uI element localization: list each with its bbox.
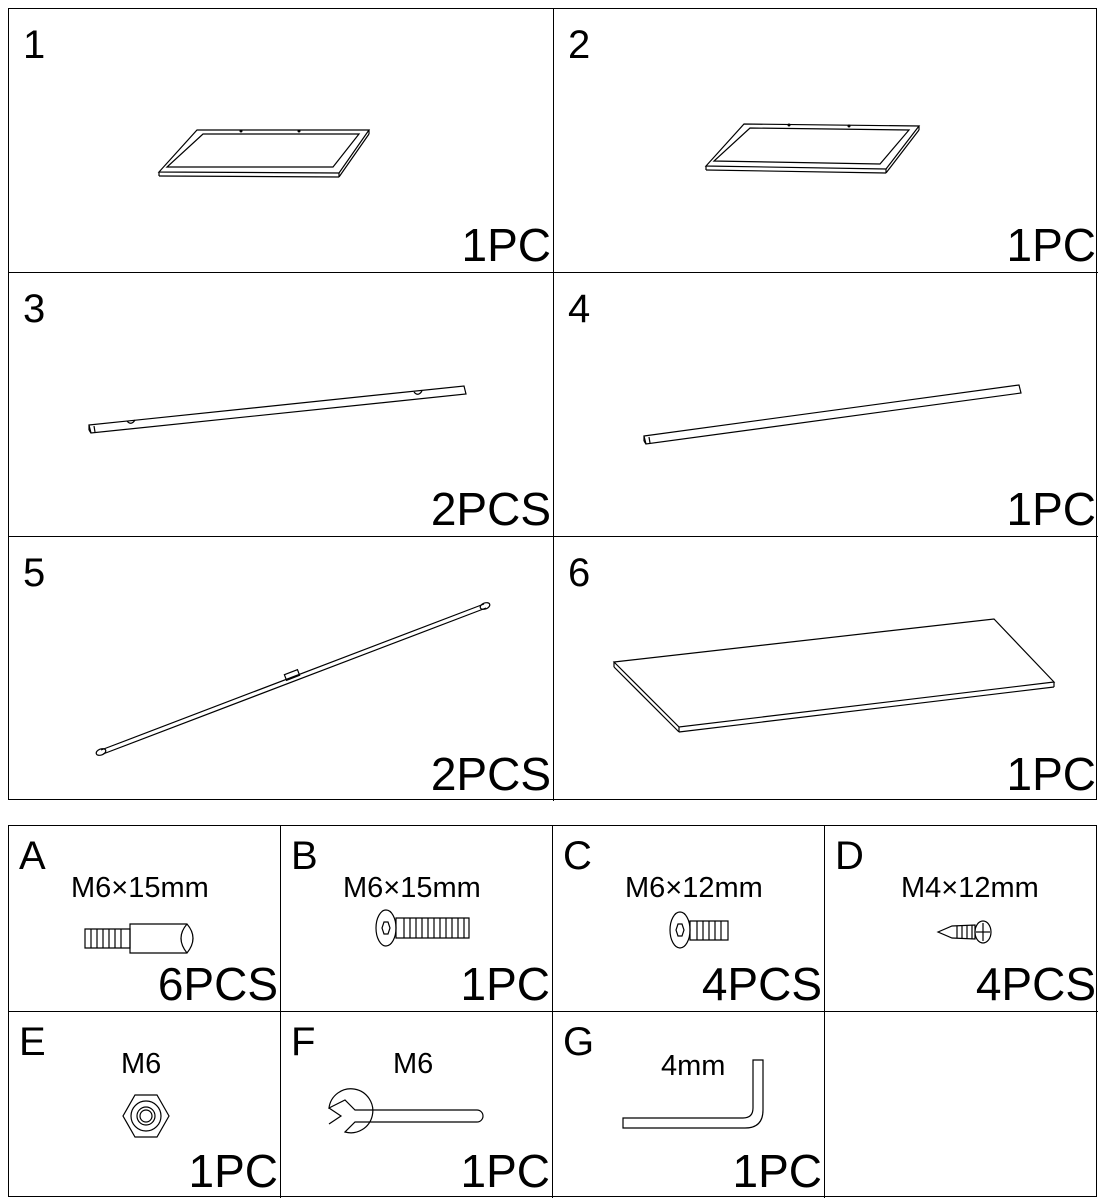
part-number: 3 <box>23 287 46 331</box>
part-6-cell: 6 1PC <box>554 537 1098 801</box>
hardware-spec: M6×15mm <box>343 872 481 904</box>
hardware-c-cell: C M6×12mm 4PCS <box>553 826 825 1012</box>
frame-icon <box>9 9 554 273</box>
nut-icon <box>9 1012 281 1198</box>
hardware-grid: A M6×15mm 6PCS B M6×15mm <box>8 825 1098 1198</box>
hardware-letter: E <box>19 1020 46 1064</box>
hardware-e-cell: E M6 1PC <box>9 1012 281 1198</box>
part-quantity: 1PC <box>1006 748 1096 800</box>
frame-icon <box>554 9 1098 273</box>
hardware-a-cell: A M6×15mm 6PCS <box>9 826 281 1012</box>
hardware-quantity: 4PCS <box>701 958 822 1010</box>
hex-bolt-icon <box>553 826 825 1012</box>
bar-icon <box>9 273 554 537</box>
hardware-spec: 4mm <box>661 1050 726 1082</box>
hardware-letter: C <box>563 834 592 878</box>
hardware-quantity: 1PC <box>188 1145 278 1197</box>
hardware-quantity: 4PCS <box>975 958 1096 1010</box>
hardware-letter: F <box>291 1020 316 1064</box>
hardware-quantity: 1PC <box>732 1145 822 1197</box>
part-quantity: 1PC <box>1006 483 1096 535</box>
part-number: 2 <box>568 23 591 67</box>
part-quantity: 2PCS <box>430 483 551 535</box>
screw-icon <box>825 826 1098 1012</box>
hardware-letter: D <box>835 834 864 878</box>
hardware-quantity: 1PC <box>460 958 550 1010</box>
allen-key-icon <box>553 1012 825 1198</box>
part-number: 4 <box>568 287 591 331</box>
hardware-spec: M6×12mm <box>625 872 763 904</box>
hardware-empty-cell <box>825 1012 1098 1198</box>
hardware-g-cell: G 4mm 1PC <box>553 1012 825 1198</box>
hardware-letter: B <box>291 834 318 878</box>
panel-icon <box>554 537 1098 801</box>
rod-icon <box>9 537 554 801</box>
bar-icon <box>554 273 1098 537</box>
part-quantity: 2PCS <box>430 748 551 800</box>
part-2-cell: 2 1PC <box>554 9 1098 273</box>
hardware-letter: A <box>19 834 46 878</box>
hardware-quantity: 1PC <box>460 1145 550 1197</box>
parts-grid: 1 1PC 2 <box>8 8 1098 801</box>
hardware-spec: M6 <box>393 1048 434 1080</box>
part-quantity: 1PC <box>461 219 551 271</box>
part-3-cell: 3 2PCS <box>9 273 554 537</box>
part-quantity: 1PC <box>1006 219 1096 271</box>
hardware-spec: M6 <box>121 1048 162 1080</box>
part-5-cell: 5 2PCS <box>9 537 554 801</box>
hex-bolt-icon <box>281 826 553 1012</box>
part-number: 1 <box>23 23 46 67</box>
dowel-icon <box>9 826 281 1012</box>
part-1-cell: 1 1PC <box>9 9 554 273</box>
part-number: 5 <box>23 551 46 595</box>
hardware-letter: G <box>563 1020 595 1064</box>
wrench-icon <box>281 1012 553 1198</box>
hardware-f-cell: F M6 1PC <box>281 1012 553 1198</box>
hardware-quantity: 6PCS <box>157 958 278 1010</box>
part-number: 6 <box>568 551 591 595</box>
part-4-cell: 4 1PC <box>554 273 1098 537</box>
hardware-b-cell: B M6×15mm 1PC <box>281 826 553 1012</box>
hardware-spec: M6×15mm <box>71 872 209 904</box>
hardware-spec: M4×12mm <box>901 872 1039 904</box>
hardware-d-cell: D M4×12mm 4PCS <box>825 826 1098 1012</box>
